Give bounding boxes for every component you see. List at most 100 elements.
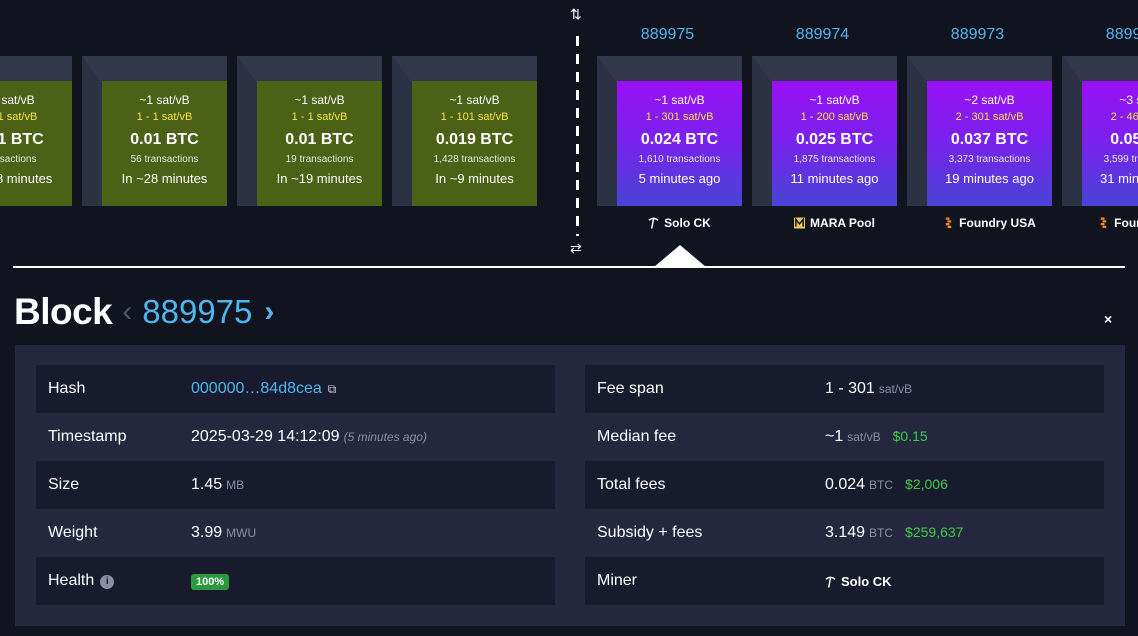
block-total: 0.01 BTC: [130, 131, 199, 148]
pool-link[interactable]: Solo CK: [607, 216, 752, 230]
block-feerate: ~1 sat/vB: [0, 93, 35, 107]
mara-logo-icon: [794, 217, 806, 229]
table-row: Total fees 0.024 BTC $2,006: [585, 461, 1104, 509]
block-fee-range: 2 - 301 sat/vB: [955, 111, 1024, 123]
table-row: Median fee ~1 sat/vB $0.15: [585, 413, 1104, 461]
fee-span-unit: sat/vB: [878, 382, 913, 396]
block-feerate: ~1 sat/vB: [449, 93, 500, 107]
block-feerate: ~1 sat/vB: [654, 93, 705, 107]
pool-name: MARA Pool: [810, 216, 875, 230]
row-label: Hash: [48, 380, 86, 397]
foundry-logo-icon: [945, 217, 952, 229]
block-height: 889975: [142, 293, 253, 330]
mempool-block[interactable]: ~1 sat/vB 1 - 1 sat/vB 0.01 BTC 56 trans…: [82, 56, 227, 206]
block-total: 0.01 BTC: [0, 131, 44, 148]
mined-block[interactable]: ~2 sat/vB 2 - 301 sat/vB 0.037 BTC 3,373…: [907, 56, 1052, 206]
selected-block-pointer: [654, 245, 706, 267]
miner-name: Solo CK: [841, 573, 892, 589]
pickaxe-icon: [648, 217, 659, 229]
total-fees-fiat: $2,006: [905, 476, 948, 492]
block-feerate: ~3 sat/vB: [1119, 93, 1138, 107]
mempool-block[interactable]: ~1 sat/vB 1 - 1 sat/vB 0.01 BTC 19 trans…: [237, 56, 382, 206]
info-icon[interactable]: i: [100, 575, 115, 589]
foundry-logo-icon: [1100, 217, 1107, 229]
block-height-link[interactable]: 889974: [795, 26, 850, 43]
block-tx-count: 3,599 transactions: [1103, 154, 1138, 165]
copy-icon[interactable]: ⧉: [327, 382, 337, 396]
block-height-link[interactable]: 889973: [950, 26, 1005, 43]
block-tx-count: 1,428 transactions: [433, 154, 516, 165]
size-unit: MB: [226, 478, 245, 492]
chevron-right-icon[interactable]: ›: [264, 295, 275, 328]
details-table-left: Hash 000000…84d8cea ⧉ Timestamp 2025-03-2…: [36, 365, 555, 605]
details-table-right: Fee span 1 - 301 sat/vB Median fee ~1 sat/…: [585, 365, 1104, 605]
block-fee-range: 1 - 200 sat/vB: [800, 111, 869, 123]
mined-block[interactable]: ~1 sat/vB 1 - 200 sat/vB 0.025 BTC 1,875…: [752, 56, 897, 206]
block-fee-range: 1 - 1 sat/vB: [136, 111, 193, 123]
block-fee-range: 1 - 301 sat/vB: [645, 111, 714, 123]
table-row: Size 1.45 MB: [36, 461, 555, 509]
pool-link[interactable]: MARA Pool: [762, 216, 907, 230]
block-tx-count: 19 transactions: [285, 154, 354, 165]
miner-link[interactable]: Solo CK: [825, 574, 892, 589]
timestamp-value: 2025-03-29 14:12:09: [191, 428, 340, 445]
block-feerate: ~1 sat/vB: [809, 93, 860, 107]
mined-block[interactable]: ~3 sat/vB 2 - 467 sat/vB 0.05 BTC 3,599 …: [1062, 56, 1138, 206]
pool-link[interactable]: Foundry USA: [1072, 216, 1138, 230]
pool-link[interactable]: Foundry USA: [917, 216, 1062, 230]
table-row: Weight 3.99 MWU: [36, 509, 555, 557]
mempool-block[interactable]: ~1 sat/vB 1 - 1 sat/vB 0.01 BTC transact…: [0, 56, 72, 206]
close-button[interactable]: ×: [1104, 311, 1113, 327]
health-badge: 100%: [191, 574, 230, 590]
pool-name: Solo CK: [664, 216, 711, 230]
block-total: 0.019 BTC: [435, 131, 514, 148]
mined-block[interactable]: ~1 sat/vB 1 - 301 sat/vB 0.024 BTC 1,610…: [597, 56, 742, 206]
row-label: Fee span: [597, 380, 664, 397]
block-total: 0.024 BTC: [640, 131, 719, 148]
row-label: Weight: [48, 524, 98, 541]
row-label: Size: [48, 476, 80, 493]
block-tx-count: 1,875 transactions: [793, 154, 876, 165]
block-total: 0.05 BTC: [1110, 131, 1138, 148]
table-row: Hash 000000…84d8cea ⧉: [36, 365, 555, 413]
mempool-divider: [576, 36, 579, 236]
block-total: 0.037 BTC: [950, 131, 1029, 148]
row-label: Timestamp: [48, 428, 127, 445]
row-label: Health: [48, 572, 95, 589]
row-label: Subsidy + fees: [597, 524, 703, 541]
median-fee-value: ~1: [825, 428, 844, 445]
subsidy-fees-fiat: $259,637: [905, 524, 964, 540]
block-height-link[interactable]: 889972: [1105, 26, 1138, 43]
swap-horizontal-icon[interactable]: ⇄: [570, 240, 582, 256]
block-feerate: ~1 sat/vB: [294, 93, 345, 107]
strip-separator: [13, 266, 1125, 268]
block-tx-count: 56 transactions: [130, 154, 199, 165]
page-title: Block: [14, 291, 113, 332]
block-hash-link[interactable]: 000000…84d8cea: [191, 380, 322, 397]
block-total: 0.025 BTC: [795, 131, 874, 148]
total-fees-unit: BTC: [869, 478, 894, 492]
row-label: Miner: [597, 572, 638, 589]
block-tx-count: transactions: [0, 154, 37, 165]
median-fee-unit: sat/vB: [847, 430, 881, 444]
weight-value: 3.99: [191, 524, 223, 541]
timestamp-relative: (5 minutes ago): [343, 430, 427, 444]
block-age: 11 minutes ago: [790, 171, 879, 186]
block-height-link[interactable]: 889975: [640, 26, 695, 43]
fee-span-value: 1 - 301: [825, 380, 875, 397]
block-age: 31 minutes ago: [1100, 171, 1138, 186]
chevron-left-icon[interactable]: ‹: [122, 295, 133, 328]
subsidy-fees-value: 3.149: [825, 524, 866, 541]
block-tx-count: 3,373 transactions: [948, 154, 1031, 165]
block-tx-count: 1,610 transactions: [638, 154, 721, 165]
block-title-row: Block ‹ 889975 ›: [14, 290, 274, 334]
block-total: 0.01 BTC: [285, 131, 354, 148]
mempool-block[interactable]: ~1 sat/vB 1 - 101 sat/vB 0.019 BTC 1,428…: [392, 56, 537, 206]
total-fees-value: 0.024: [825, 476, 866, 493]
block-fee-range: 1 - 1 sat/vB: [291, 111, 348, 123]
table-row: Miner Solo CK: [585, 557, 1104, 605]
swap-vertical-icon[interactable]: ⇅: [570, 6, 582, 22]
row-label: Median fee: [597, 428, 677, 445]
block-age: 19 minutes ago: [945, 171, 1034, 186]
table-row: Health i 100%: [36, 557, 555, 605]
